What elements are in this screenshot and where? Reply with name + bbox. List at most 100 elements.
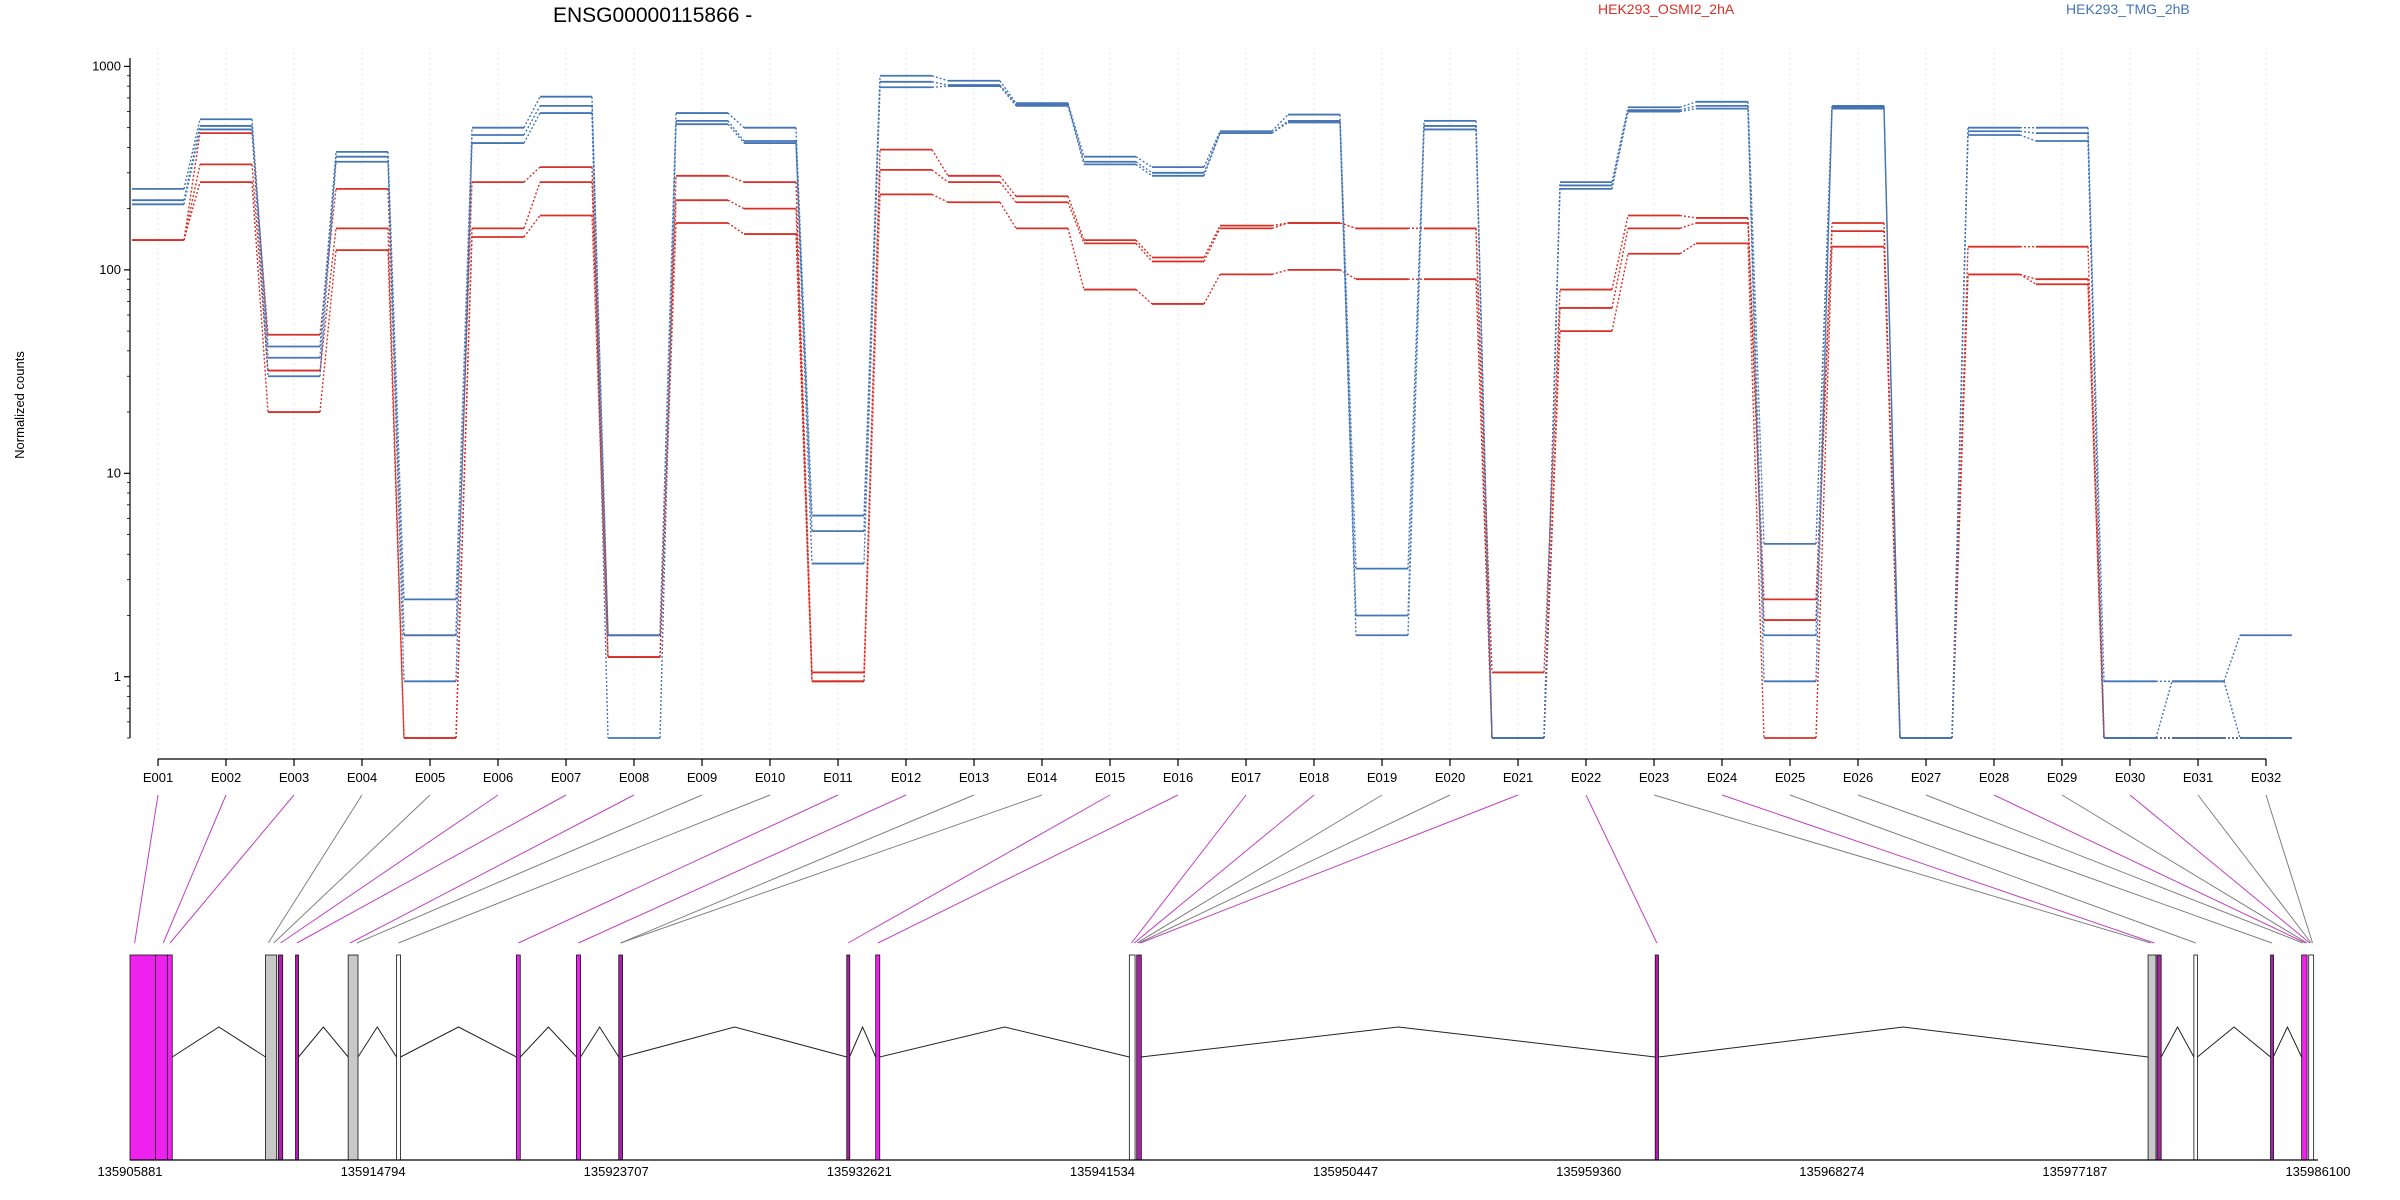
exon-box	[166, 954, 173, 1161]
genomic-tick-label: 135932621	[827, 1164, 892, 1179]
series-2	[132, 163, 2292, 739]
exon-connector-line	[2265, 794, 2314, 944]
exon-connector-line	[296, 794, 567, 944]
exon-connector-line	[877, 794, 1179, 944]
genomic-tick-label: 135959360	[1556, 1164, 1621, 1179]
x-tick-label: E026	[1843, 770, 1873, 785]
exon-connector-line	[169, 794, 295, 944]
exon-box	[396, 954, 401, 1161]
x-tick-label: E022	[1571, 770, 1601, 785]
exon-box	[277, 954, 284, 1161]
x-tick-label: E028	[1979, 770, 2009, 785]
x-tick-label: E012	[891, 770, 921, 785]
x-tick-label: E006	[483, 770, 513, 785]
exon-connector-line	[273, 794, 431, 944]
exon-connector-line	[1131, 794, 1247, 944]
exon-connector-line	[2061, 794, 2308, 944]
series-connector-line	[183, 133, 2240, 739]
plot-area: 1000 100 10 1 E001 E002 E003 E004 E005 E006 E007 E0…	[92, 48, 2292, 785]
x-tick-label: E009	[687, 770, 717, 785]
series-connector-line	[183, 75, 2241, 739]
exon-connector-line	[518, 794, 839, 944]
exon-connector-line	[1136, 794, 1383, 944]
exon-connector-line	[267, 794, 363, 944]
x-tick-label: E031	[2183, 770, 2213, 785]
y-tick-label: 1	[114, 669, 121, 684]
y-tick-label: 10	[107, 465, 121, 480]
exon-connector-line	[356, 794, 703, 944]
exon-box	[129, 954, 159, 1161]
x-tick-label: E025	[1775, 770, 1805, 785]
x-tick-label: E021	[1503, 770, 1533, 785]
x-tick-label: E024	[1707, 770, 1737, 785]
genomic-tick-label: 135914794	[341, 1164, 406, 1179]
exon-connector-line	[398, 794, 771, 944]
x-tick-label: E017	[1231, 770, 1261, 785]
x-tick-label: E029	[2047, 770, 2077, 785]
genomic-tick-label: 135923707	[584, 1164, 649, 1179]
series-connector-line	[183, 181, 2240, 739]
exon-connector-line	[1993, 794, 2306, 944]
x-tick-label: E004	[347, 770, 377, 785]
series-1	[132, 132, 2292, 739]
x-tick-label: E032	[2251, 770, 2281, 785]
exon-connector-line	[620, 794, 1043, 944]
exon-connector-line	[1721, 794, 2155, 944]
y-minor-ticks	[127, 75, 130, 739]
exon-connector-line	[1925, 794, 2304, 944]
exon-connector-line	[134, 794, 159, 944]
exon-box	[265, 954, 278, 1161]
x-tick-label: E030	[2115, 770, 2145, 785]
exon-box	[2156, 954, 2162, 1161]
exon-connector-line	[280, 794, 499, 944]
exon-box	[875, 954, 881, 1161]
exon-connector-line	[847, 794, 1111, 944]
legend-label-osmi: HEK293_OSMI2_2hA	[1598, 1, 1735, 17]
series-connector-line	[183, 164, 2240, 739]
exon-box	[1128, 954, 1136, 1161]
exon-connector-line	[349, 794, 635, 944]
intron-line	[171, 1025, 2303, 1058]
x-tick-label: E011	[823, 770, 852, 785]
genomic-tick-label: 135977187	[2042, 1164, 2107, 1179]
exon-connector-line	[2129, 794, 2311, 944]
x-tick-label: E008	[619, 770, 649, 785]
gene-model: 135905881 135914794 135923707 135932621 1359…	[97, 794, 2351, 1179]
exon-box	[2147, 954, 2157, 1161]
x-tick-label: E027	[1911, 770, 1941, 785]
exon-box	[2270, 954, 2274, 1161]
series-6	[132, 85, 2292, 739]
y-tick-label: 100	[99, 262, 121, 277]
exon-box	[2301, 954, 2308, 1161]
exon-connector-line	[1138, 794, 1451, 944]
x-tick-label: E002	[211, 770, 241, 785]
exon-box	[1654, 954, 1659, 1161]
x-tick-label: E007	[551, 770, 581, 785]
exon-box	[2308, 954, 2315, 1161]
x-tick-label: E001	[143, 770, 173, 785]
exon-box	[155, 954, 169, 1161]
exon-connector-line	[162, 794, 227, 944]
x-tick-label: E018	[1299, 770, 1329, 785]
genomic-tick-label: 135941534	[1070, 1164, 1135, 1179]
x-tick-label: E013	[959, 770, 989, 785]
exon-connector-line	[1789, 794, 2196, 944]
exon-box	[295, 954, 299, 1161]
exon-connector-line	[1857, 794, 2273, 944]
exon-connector-line	[1133, 794, 1315, 944]
x-tick-label: E023	[1639, 770, 1669, 785]
exon-connector-line	[1653, 794, 2151, 944]
genomic-tick-label: 135968274	[1799, 1164, 1864, 1179]
y-tick-label: 1000	[92, 58, 121, 73]
series-connector-line	[183, 85, 2240, 739]
exon-box	[347, 954, 359, 1161]
exon-box	[846, 954, 851, 1161]
x-tick-label: E019	[1367, 770, 1397, 785]
exon-connector-line	[620, 794, 975, 944]
exon-connector-line	[578, 794, 907, 944]
legend-label-tmg: HEK293_TMG_2hB	[2066, 1, 2190, 17]
genomic-tick-label: 135905881	[97, 1164, 162, 1179]
exon-connector-line	[1140, 794, 1519, 944]
exon-connector-line	[1585, 794, 1658, 944]
x-tick-label: E015	[1095, 770, 1125, 785]
